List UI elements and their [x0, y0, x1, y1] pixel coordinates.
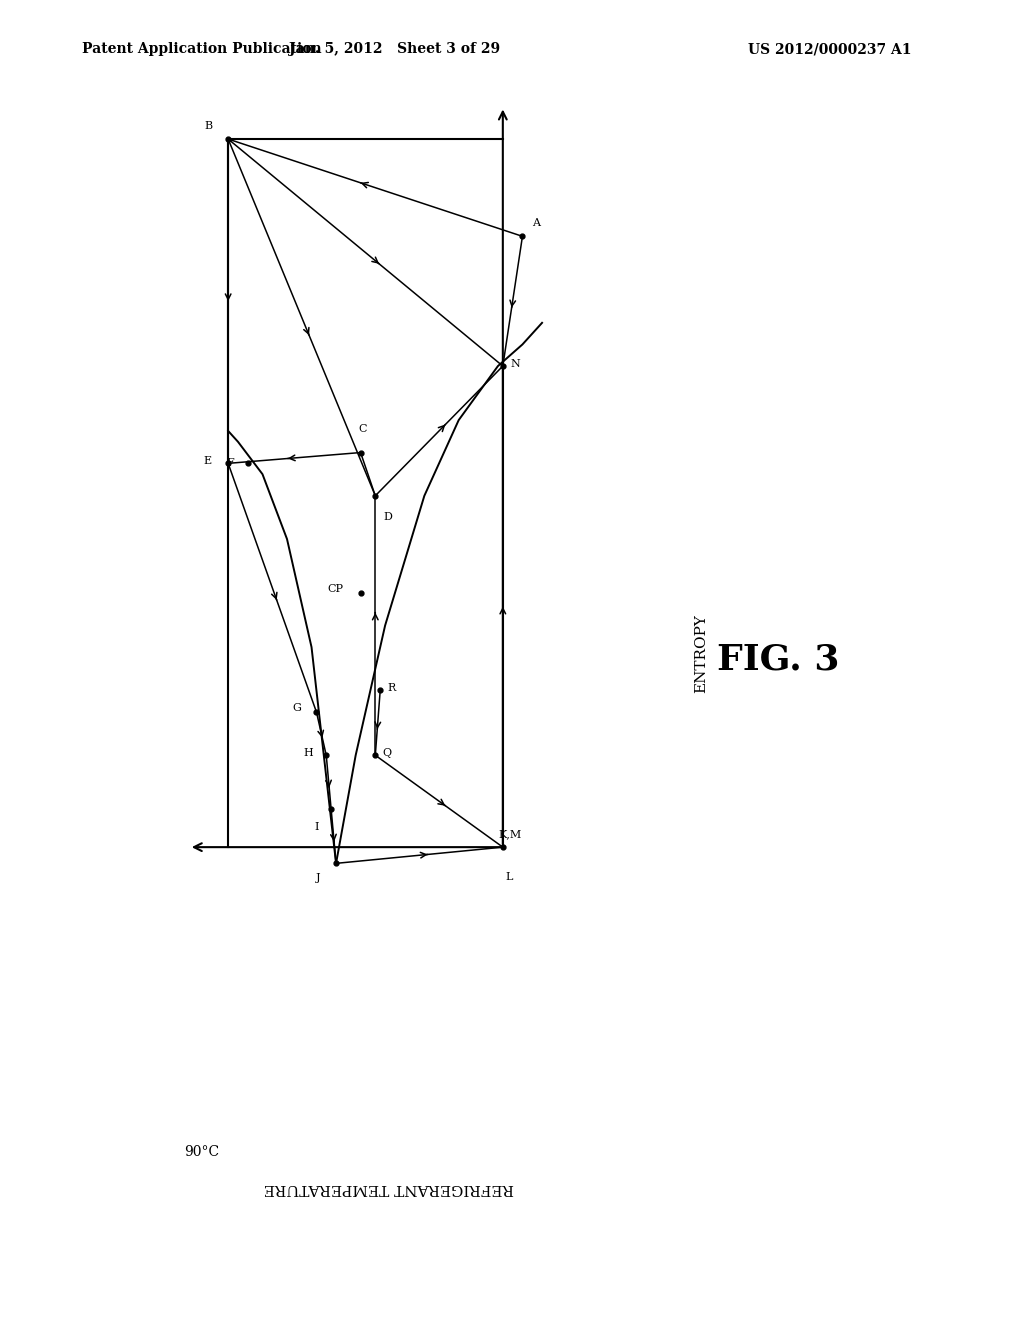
Text: G: G	[293, 702, 301, 713]
Text: D: D	[383, 512, 392, 523]
Text: FIG. 3: FIG. 3	[717, 643, 840, 677]
Text: L: L	[505, 873, 512, 882]
Text: H: H	[304, 748, 313, 758]
Text: ENTROPY: ENTROPY	[694, 614, 709, 693]
Text: F: F	[226, 458, 234, 469]
Text: E: E	[204, 457, 212, 466]
Text: A: A	[532, 218, 541, 228]
Text: C: C	[358, 424, 368, 434]
Text: B: B	[205, 121, 213, 131]
Text: K,M: K,M	[498, 829, 521, 840]
Text: N: N	[510, 359, 520, 368]
Text: 90°C: 90°C	[184, 1146, 219, 1159]
Text: US 2012/0000237 A1: US 2012/0000237 A1	[748, 42, 911, 57]
Text: I: I	[314, 821, 318, 832]
Text: R: R	[388, 684, 396, 693]
Text: Patent Application Publication: Patent Application Publication	[82, 42, 322, 57]
Text: REFRIGERANT TEMPERATURE: REFRIGERANT TEMPERATURE	[264, 1181, 514, 1195]
Text: Q: Q	[383, 748, 391, 758]
Text: Jan. 5, 2012   Sheet 3 of 29: Jan. 5, 2012 Sheet 3 of 29	[289, 42, 500, 57]
Text: J: J	[316, 874, 321, 883]
Text: CP: CP	[327, 583, 343, 594]
